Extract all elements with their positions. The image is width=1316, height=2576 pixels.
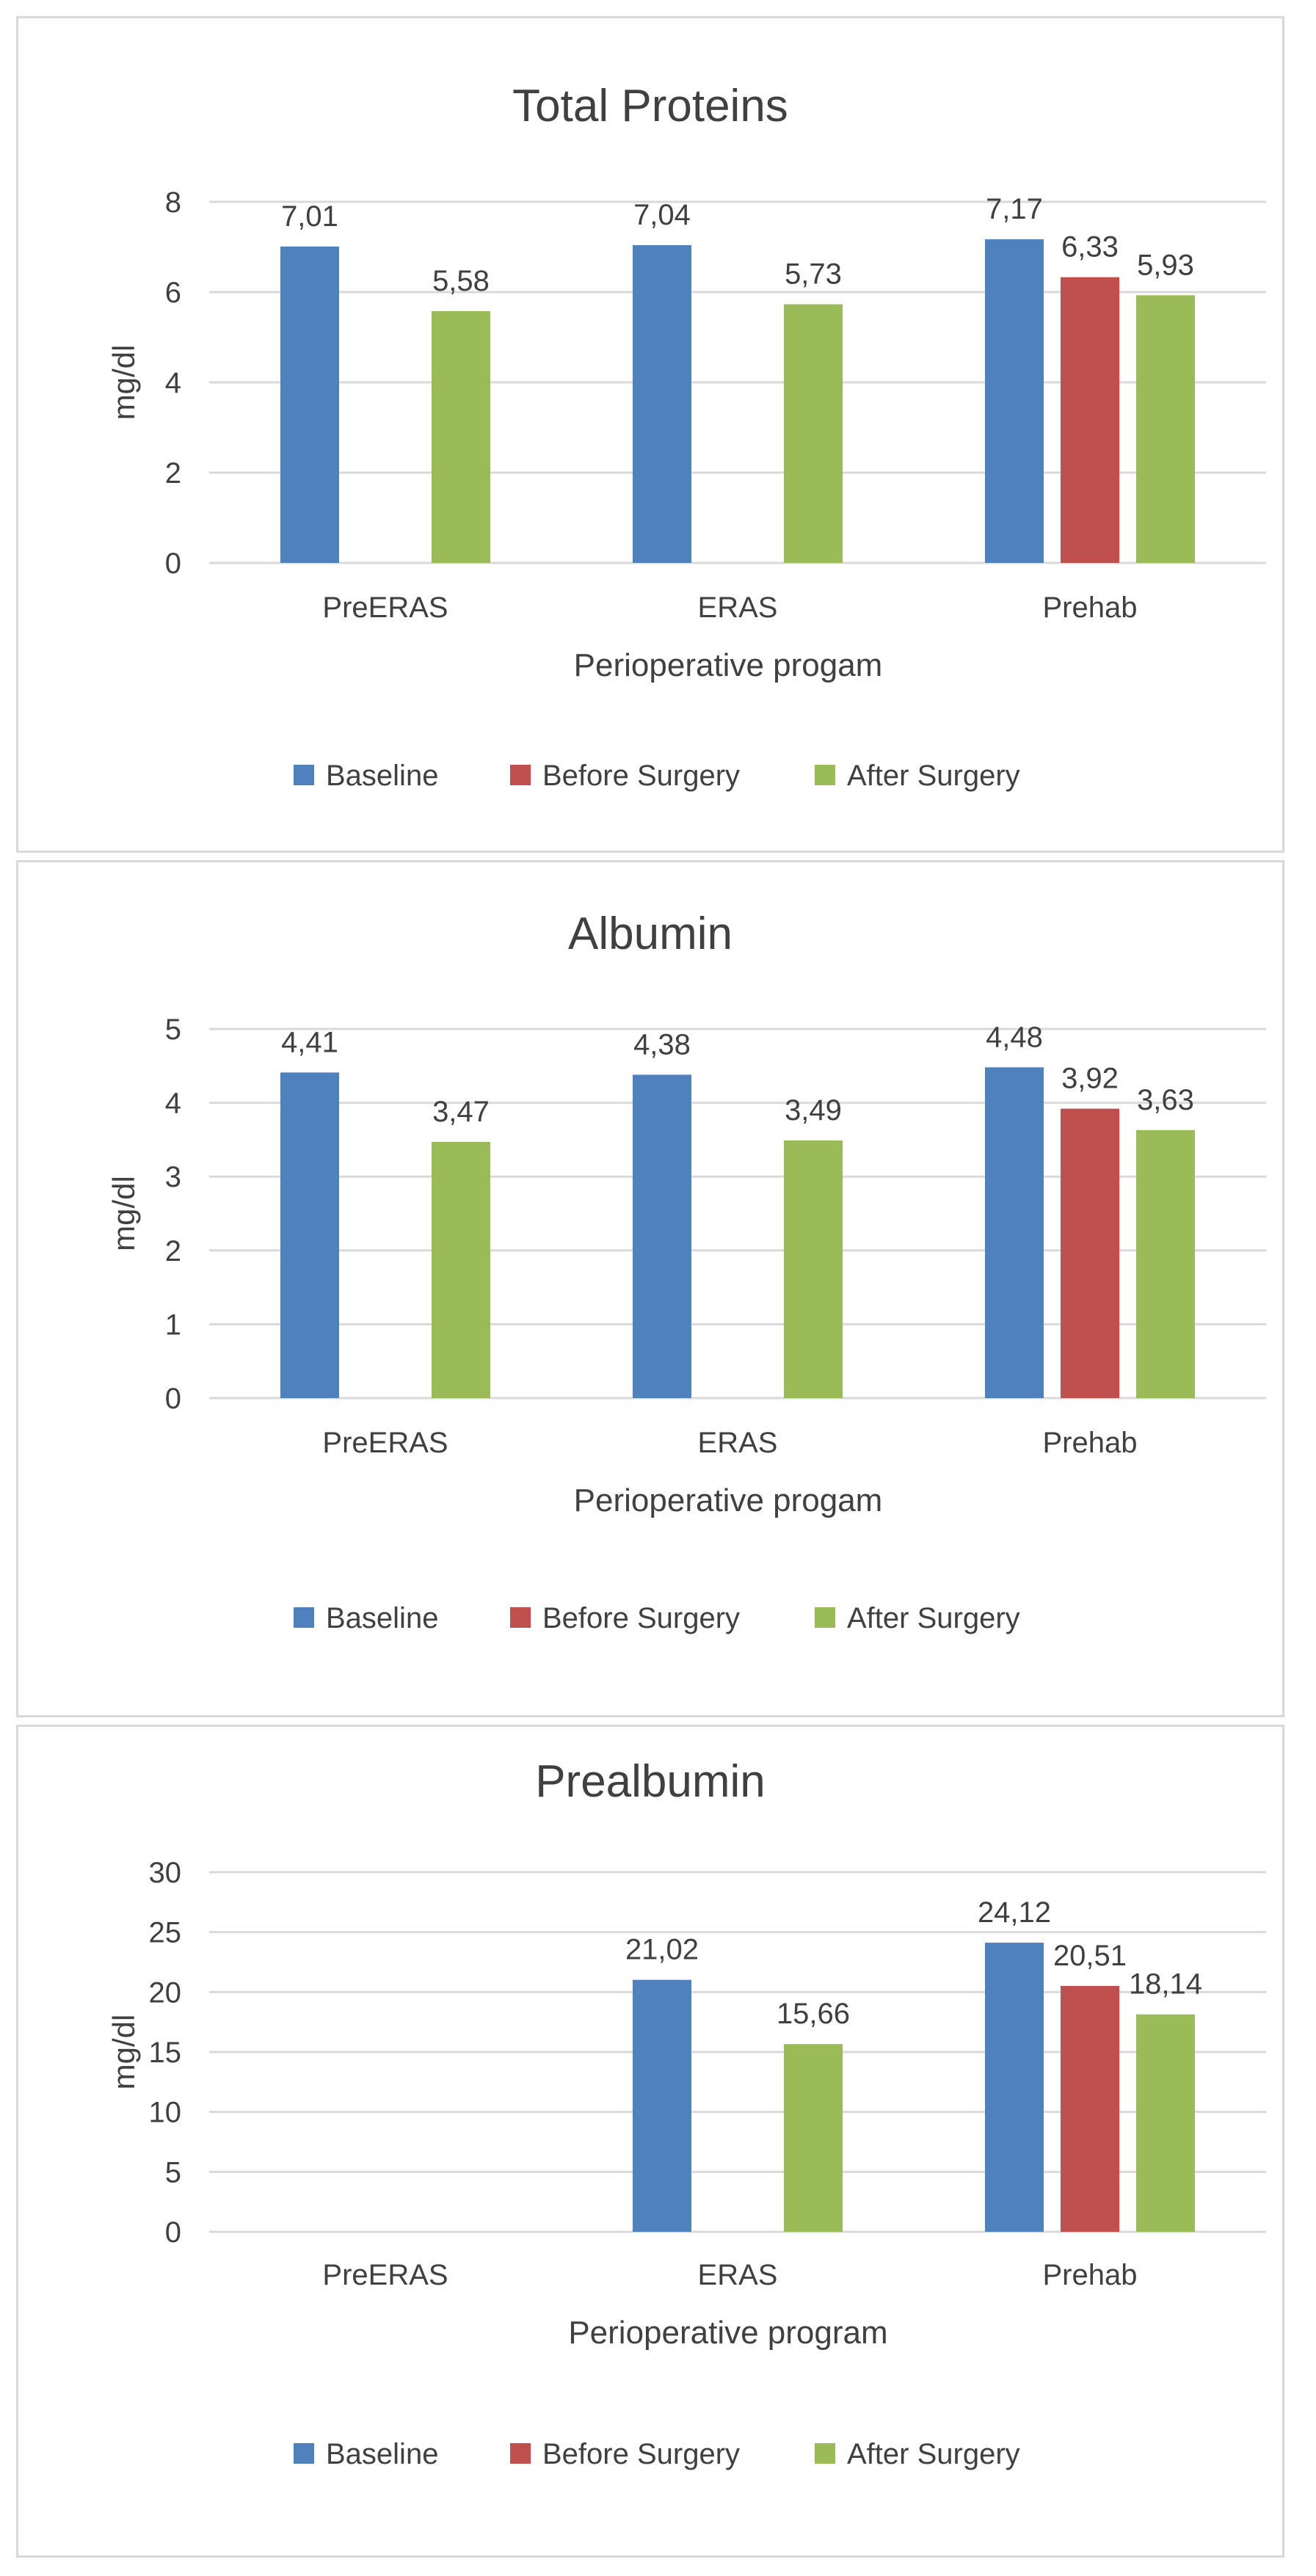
- data-label-baseline-eras: 21,02: [625, 1934, 699, 1966]
- data-label-after-surgery-prehab: 3,63: [1137, 1084, 1194, 1116]
- y-tick-label-2: 2: [165, 1235, 181, 1267]
- legend-swatch-after-surgery: [815, 1607, 835, 1628]
- data-label-baseline-preeras: 4,41: [281, 1026, 338, 1058]
- y-tick-label-5: 5: [165, 2156, 181, 2188]
- chart-title-prealbumin: Prealbumin: [535, 1756, 766, 1807]
- data-label-after-surgery-preeras: 3,47: [432, 1096, 490, 1128]
- legend-label-baseline: Baseline: [326, 760, 438, 792]
- chart-title-albumin: Albumin: [568, 909, 732, 959]
- data-label-after-surgery-prehab: 18,14: [1129, 1968, 1202, 2001]
- legend-label-baseline: Baseline: [326, 2438, 438, 2470]
- chart-svg-total-proteins: Total Proteins 0 2 4 6 8 mg/dl 7,01 7,04 7,17 6,33…: [106, 81, 1266, 792]
- y-tick-label-4: 4: [165, 367, 181, 399]
- chart-title-total-proteins: Total Proteins: [512, 81, 788, 131]
- y-axis-label: mg/dl: [106, 345, 141, 421]
- bar-after-surgery-prehab: [1136, 295, 1195, 563]
- legend-swatch-before-surgery: [510, 2443, 531, 2464]
- legend-swatch-baseline: [294, 2443, 314, 2464]
- y-tick-label-10: 10: [149, 2097, 182, 2129]
- y-tick-label-6: 6: [165, 277, 181, 309]
- data-label-baseline-preeras: 7,01: [281, 200, 338, 233]
- legend-swatch-after-surgery: [815, 765, 835, 785]
- y-tick-label-20: 20: [149, 1976, 182, 2009]
- y-tick-label-5: 5: [165, 1014, 181, 1046]
- x-category-label-prehab: Prehab: [1043, 592, 1138, 624]
- x-axis-label: Perioperative progam: [574, 647, 883, 683]
- data-label-baseline-eras: 7,04: [633, 199, 691, 231]
- x-axis-label: Perioperative program: [568, 2315, 887, 2351]
- bar-before-surgery-prehab: [1061, 1108, 1119, 1398]
- legend-label-before-surgery: Before Surgery: [542, 760, 740, 792]
- bar-after-surgery-preeras: [432, 1141, 490, 1398]
- chart-svg-prealbumin: Prealbumin 0 5 10 15 20 25 30 mg/dl 21,02 24,1220,…: [106, 1756, 1266, 2470]
- legend-swatch-before-surgery: [510, 1607, 531, 1628]
- data-label-baseline-prehab: 7,17: [986, 193, 1043, 225]
- legend-label-before-surgery: Before Surgery: [542, 2438, 740, 2470]
- x-category-label-preeras: PreERAS: [322, 1427, 448, 1459]
- data-label-after-surgery-prehab: 5,93: [1137, 249, 1194, 281]
- legend-swatch-baseline: [294, 765, 314, 785]
- bar-after-surgery-prehab: [1136, 1129, 1195, 1398]
- x-category-label-prehab: Prehab: [1043, 1427, 1138, 1459]
- legend-swatch-before-surgery: [510, 765, 531, 785]
- y-tick-label-4: 4: [165, 1088, 181, 1120]
- x-category-label-preeras: PreERAS: [322, 2259, 448, 2291]
- bar-after-surgery-eras: [784, 1140, 843, 1398]
- y-tick-label-25: 25: [149, 1917, 182, 1949]
- bar-baseline-eras: [633, 1979, 691, 2232]
- data-label-after-surgery-eras: 3,49: [785, 1094, 842, 1127]
- x-category-label-preeras: PreERAS: [322, 592, 448, 624]
- y-tick-label-0: 0: [165, 2216, 181, 2249]
- x-category-label-eras: ERAS: [698, 1427, 778, 1459]
- data-label-baseline-eras: 4,38: [633, 1028, 691, 1060]
- bar-baseline-prehab: [985, 1067, 1044, 1398]
- bar-before-surgery-prehab: [1061, 1986, 1119, 2232]
- x-category-label-prehab: Prehab: [1043, 2259, 1138, 2291]
- bar-before-surgery-prehab: [1061, 277, 1119, 563]
- y-tick-label-0: 0: [165, 547, 181, 580]
- y-tick-label-8: 8: [165, 186, 181, 219]
- y-axis-label: mg/dl: [106, 1176, 141, 1251]
- legend-label-after-surgery: After Surgery: [847, 2438, 1020, 2470]
- legend-label-baseline: Baseline: [326, 1602, 438, 1634]
- bar-baseline-eras: [633, 1074, 691, 1398]
- legend-swatch-baseline: [294, 1607, 314, 1628]
- chart-svg-albumin: Albumin 0 1 2 3 4 5 mg/dl 4,41 4,38 4,48 3,92 3,47 3,…: [106, 909, 1266, 1634]
- bar-baseline-prehab: [985, 239, 1044, 563]
- chart-panel-total-proteins: Total Proteins 0 2 4 6 8 mg/dl 7,01 7,04 7,17 6,33…: [16, 16, 1284, 853]
- data-label-before-surgery-prehab: 3,92: [1061, 1063, 1119, 1095]
- bar-baseline-preeras: [280, 1072, 339, 1398]
- chart-panel-prealbumin: Prealbumin 0 5 10 15 20 25 30 mg/dl 21,02 24,12 20,…: [16, 1725, 1284, 2558]
- data-label-baseline-prehab: 24,12: [978, 1896, 1051, 1929]
- y-tick-label-1: 1: [165, 1309, 181, 1341]
- chart-panel-albumin: Albumin 0 1 2 3 4 5 mg/dl 4,41 4,38 4,48 3,92 3,47 3,…: [16, 860, 1284, 1717]
- x-category-label-eras: ERAS: [698, 592, 778, 624]
- y-tick-label-3: 3: [165, 1161, 181, 1193]
- bar-baseline-preeras: [280, 246, 339, 563]
- x-category-label-eras: ERAS: [698, 2259, 778, 2291]
- data-label-after-surgery-eras: 5,73: [785, 258, 842, 291]
- data-label-before-surgery-prehab: 6,33: [1061, 231, 1119, 263]
- bar-after-surgery-eras: [784, 304, 843, 563]
- legend-label-after-surgery: After Surgery: [847, 1602, 1020, 1634]
- bar-after-surgery-eras: [784, 2044, 843, 2232]
- y-tick-label-15: 15: [149, 2037, 182, 2069]
- bar-after-surgery-preeras: [432, 310, 490, 563]
- y-tick-label-30: 30: [149, 1857, 182, 1889]
- legend-swatch-after-surgery: [815, 2443, 835, 2464]
- data-label-after-surgery-preeras: 5,58: [432, 265, 490, 297]
- bar-after-surgery-prehab: [1136, 2014, 1195, 2232]
- x-axis-label: Perioperative progam: [574, 1482, 883, 1518]
- y-axis-label: mg/dl: [106, 2015, 141, 2090]
- y-tick-label-2: 2: [165, 457, 181, 490]
- data-label-before-surgery-prehab: 20,51: [1053, 1940, 1127, 1972]
- data-label-baseline-prehab: 4,48: [986, 1021, 1043, 1053]
- data-label-after-surgery-eras: 15,66: [777, 1998, 850, 2030]
- legend-label-after-surgery: After Surgery: [847, 760, 1020, 792]
- legend-label-before-surgery: Before Surgery: [542, 1602, 740, 1634]
- bar-baseline-prehab: [985, 1943, 1044, 2232]
- y-tick-label-0: 0: [165, 1383, 181, 1415]
- bar-baseline-eras: [633, 245, 691, 563]
